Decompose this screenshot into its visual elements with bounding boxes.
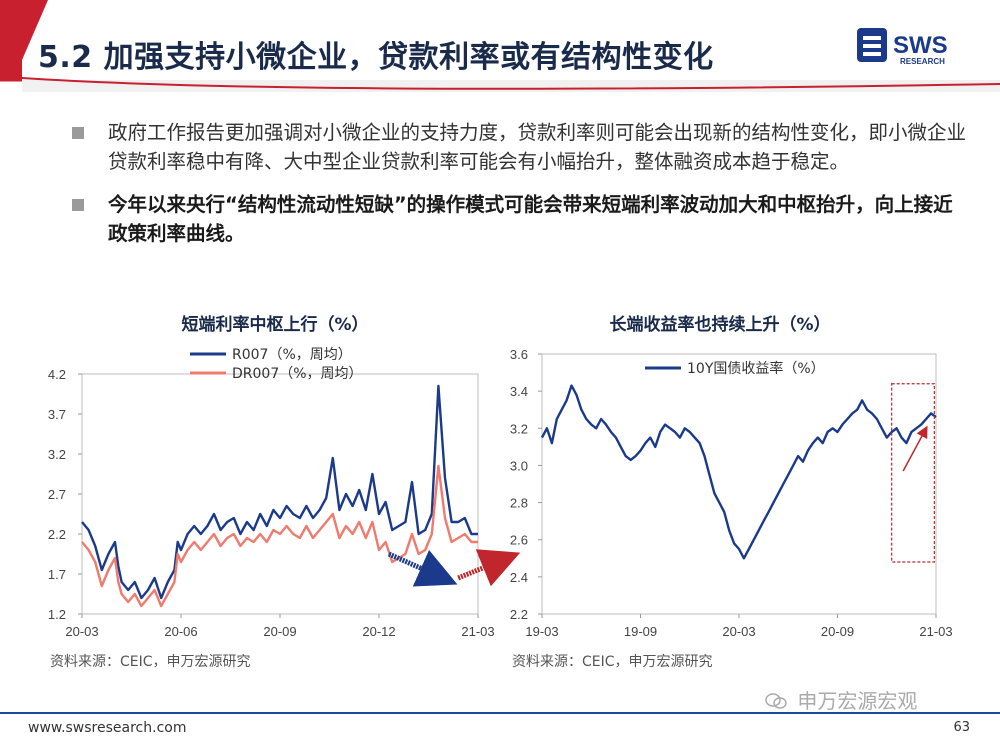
chart-short-term-rates-svg: 短端利率中枢上行（%） 1.2 1.7 2.2 2.7 3.2 3.7 4.2 20-03 20-… [48,314,521,639]
svg-text:RESEARCH: RESEARCH [900,57,945,66]
y-tick-label: 3.2 [510,421,528,436]
y-tick-label: 2.7 [48,487,66,502]
chart-title: 短端利率中枢上行（%） [181,314,368,335]
series-line [540,384,937,560]
y-tick-label: 2.4 [510,570,528,585]
chart-long-term-yield: 长端收益率也持续上升（%） 2.2 2.4 2.6 2.8 3.0 3.2 3.4 3.6 19-… [500,308,980,648]
watermark: 申万宏源宏观 [765,685,917,714]
x-tick-label: 19-09 [624,624,657,639]
legend-label: 10Y国债收益率（%） [687,360,825,377]
y-tick-label: 3.6 [510,347,528,362]
y-tick-label: 1.7 [48,567,66,582]
x-tick-label: 20-12 [362,624,395,639]
y-tick-label: 2.8 [510,496,528,511]
page-number: 63 [953,720,970,735]
bullet-list: 政府工作报告更加强调对小微企业的支持力度，贷款利率则可能会出现新的结构性变化，即… [72,118,967,262]
y-tick-label: 3.7 [48,407,66,422]
plot-frame [541,353,937,615]
x-tick-label: 20-09 [263,624,296,639]
y-tick-label: 2.6 [510,533,528,548]
down-arrow-icon [387,549,458,587]
legend-label: DR007（%，周均） [232,366,363,382]
y-tick-label: 1.2 [48,607,66,622]
slide-header: 5.2 加强支持小微企业，贷款利率或有结构性变化 SWS RESEARCH [0,0,1000,92]
bullet-square-icon [72,127,84,139]
up-arrow-icon [902,425,928,472]
page-title: 5.2 加强支持小微企业，贷款利率或有结构性变化 [38,40,714,75]
x-tick-label: 19-03 [525,624,558,639]
x-tick-label: 21-03 [461,624,494,639]
y-tick-label: 4.2 [48,367,66,382]
footer-divider [0,712,1000,714]
header-decoration [0,0,1000,92]
x-tick-label: 21-03 [919,624,952,639]
sws-logo: SWS RESEARCH [857,28,948,66]
footer-url[interactable]: www.swsresearch.com [28,720,187,736]
series-line [81,464,478,608]
svg-text:SWS: SWS [893,32,948,59]
bullet-item: 今年以来央行“结构性流动性短缺”的操作模式可能会带来短端利率波动加大和中枢抬升，… [72,190,967,248]
highlight-box [891,383,935,563]
source-note: 资料来源：CEIC，申万宏源研究 [512,654,713,670]
chart-title: 长端收益率也持续上升（%） [609,314,830,335]
watermark-text: 申万宏源宏观 [797,689,918,713]
x-tick-label: 20-03 [722,624,755,639]
bullet-item: 政府工作报告更加强调对小微企业的支持力度，贷款利率则可能会出现新的结构性变化，即… [72,118,967,176]
source-note: 资料来源：CEIC，申万宏源研究 [50,654,251,670]
y-tick-label: 3.2 [48,447,66,462]
x-tick-label: 20-09 [821,624,854,639]
series-line [81,384,478,600]
chart-long-term-yield-svg: 长端收益率也持续上升（%） 2.2 2.4 2.6 2.8 3.0 3.2 3.4 3.6 19-… [510,314,953,639]
y-tick-label: 3.4 [510,384,528,399]
wechat-icon [765,693,787,709]
legend-label: R007（%，周均） [232,347,352,363]
x-tick-label: 20-03 [65,624,98,639]
bullet-square-icon [72,199,84,211]
bullet-text: 今年以来央行“结构性流动性短缺”的操作模式可能会带来短端利率波动加大和中枢抬升，… [108,193,953,245]
y-tick-label: 2.2 [48,527,66,542]
bullet-text: 政府工作报告更加强调对小微企业的支持力度，贷款利率则可能会出现新的结构性变化，即… [108,121,967,173]
x-tick-label: 20-06 [164,624,197,639]
plot-frame [81,373,479,615]
y-tick-label: 2.2 [510,607,528,622]
up-arrow-icon [457,549,521,587]
chart-short-term-rates: 短端利率中枢上行（%） 1.2 1.7 2.2 2.7 3.2 3.7 4.2 20-03 20-… [20,308,521,648]
y-tick-label: 3.0 [510,458,528,473]
